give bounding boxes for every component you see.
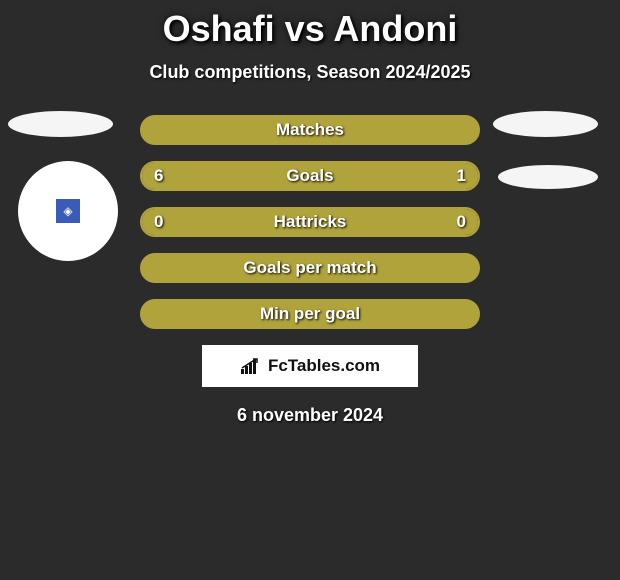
stat-row: Goals per match — [140, 253, 480, 283]
player1-name: Oshafi — [163, 8, 275, 49]
stat-bar: Min per goal — [140, 299, 480, 329]
player1-photo-placeholder — [8, 111, 113, 137]
brand-icon — [240, 357, 262, 375]
stats-area: ◈ Matches Goals6 1 Hattricks0 0 Goals per mat… — [0, 115, 620, 329]
stat-value-left: 6 — [154, 166, 163, 186]
avatar-icon: ◈ — [56, 199, 80, 223]
stat-value-right: 0 — [457, 212, 466, 232]
player2-name: Andoni — [333, 8, 457, 49]
stat-label: Goals per match — [142, 258, 478, 278]
subtitle: Club competitions, Season 2024/2025 — [0, 62, 620, 83]
stat-label: Goals — [142, 166, 478, 186]
stat-label: Min per goal — [142, 304, 478, 324]
stat-row: Goals6 1 — [140, 161, 480, 191]
stat-label: Hattricks — [142, 212, 478, 232]
stat-bar: Matches — [140, 115, 480, 145]
stat-bar: Hattricks0 0 — [140, 207, 480, 237]
stat-label: Matches — [142, 120, 478, 140]
player2-photo-placeholder-2 — [498, 165, 598, 189]
stat-row: Matches — [140, 115, 480, 145]
comparison-title: Oshafi vs Andoni — [0, 8, 620, 50]
stat-value-right: 1 — [457, 166, 466, 186]
player1-avatar: ◈ — [18, 161, 118, 261]
stat-row: Min per goal — [140, 299, 480, 329]
stat-bar: Goals6 1 — [140, 161, 480, 191]
player2-photo-placeholder-1 — [493, 111, 598, 137]
stat-row: Hattricks0 0 — [140, 207, 480, 237]
date-text: 6 november 2024 — [0, 405, 620, 426]
stat-value-left: 0 — [154, 212, 163, 232]
vs-text: vs — [285, 8, 325, 49]
brand-box: FcTables.com — [202, 345, 418, 387]
stat-bar: Goals per match — [140, 253, 480, 283]
brand-text: FcTables.com — [268, 356, 380, 376]
